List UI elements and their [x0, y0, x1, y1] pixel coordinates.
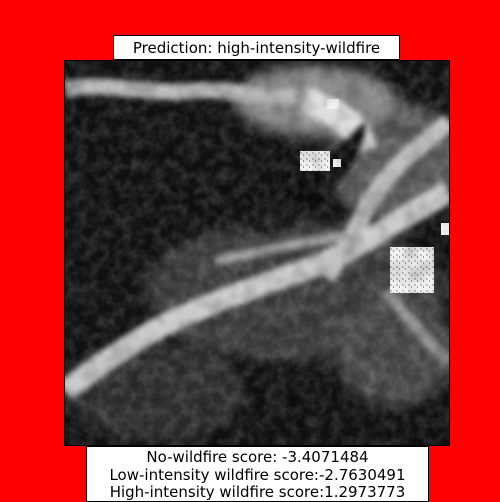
terrain-dark-texture [65, 61, 449, 445]
satellite-terrain-image [65, 61, 449, 445]
prediction-text: Prediction: high-intensity-wildfire [132, 38, 381, 57]
high-intensity-score: High-intensity wildfire score:1.2973773 [109, 483, 406, 501]
low-intensity-score: Low-intensity wildfire score:-2.7630491 [109, 465, 406, 484]
prediction-label: Prediction: high-intensity-wildfire [113, 35, 400, 60]
no-wildfire-score: No-wildfire score: -3.4071484 [146, 448, 369, 466]
satellite-image [64, 60, 450, 446]
score-panel: No-wildfire score: -3.4071484 Low-intens… [86, 446, 429, 502]
